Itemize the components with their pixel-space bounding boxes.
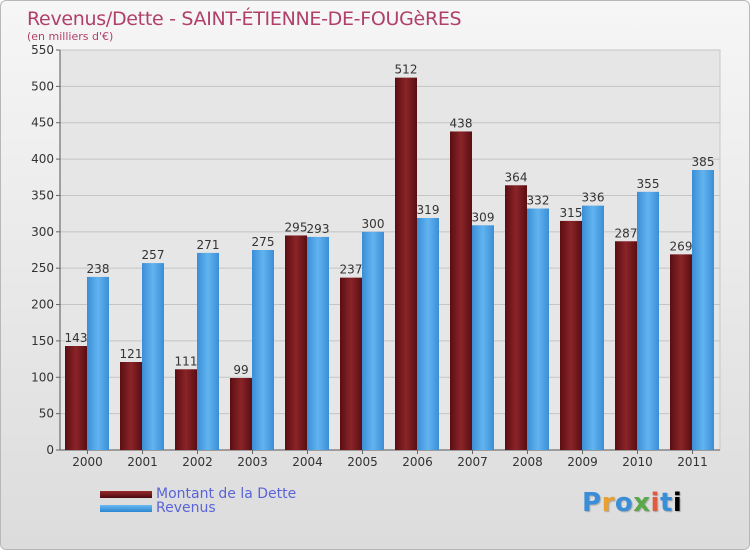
data-label-revenue: 275 (252, 235, 275, 249)
bar-revenue (472, 225, 494, 450)
data-label-debt: 438 (450, 116, 473, 130)
bar-debt (560, 220, 582, 450)
data-label-debt: 143 (65, 331, 88, 345)
x-tick-label: 2000 (72, 455, 103, 469)
chart-subtitle: (en milliers d'€) (27, 30, 114, 43)
chart-title: Revenus/Dette - SAINT-ÉTIENNE-DE-FOUGèRE… (27, 8, 462, 30)
bar-revenue (362, 231, 384, 450)
bar-debt (615, 241, 637, 450)
data-label-debt: 315 (560, 206, 583, 220)
data-label-debt: 111 (175, 354, 198, 368)
y-tick-label: 350 (31, 188, 54, 202)
bar-revenue (692, 170, 714, 450)
bar-debt (670, 254, 692, 450)
bar-debt (505, 185, 527, 451)
bar-debt (120, 362, 142, 450)
data-label-revenue: 238 (87, 262, 110, 276)
legend-label-debt: Montant de la Dette (156, 486, 297, 502)
legend-swatch-debt (100, 490, 152, 498)
legend-item-debt: Montant de la Dette (100, 486, 296, 502)
data-label-debt: 287 (615, 226, 638, 240)
x-tick-label: 2001 (127, 455, 158, 469)
data-label-revenue: 385 (692, 155, 715, 169)
data-label-debt: 121 (120, 347, 143, 361)
x-tick-label: 2007 (457, 455, 488, 469)
x-tick-label: 2009 (567, 455, 598, 469)
legend-swatch-revenue (100, 504, 152, 512)
data-label-revenue: 300 (362, 217, 385, 231)
bar-debt (65, 346, 87, 450)
data-label-revenue: 309 (472, 210, 495, 224)
data-label-revenue: 336 (582, 191, 605, 205)
bar-debt (175, 369, 197, 450)
legend-label-revenue: Revenus (156, 500, 216, 516)
data-label-debt: 99 (233, 363, 248, 377)
bar-revenue (142, 263, 164, 450)
data-label-revenue: 271 (197, 238, 220, 252)
y-tick-label: 400 (31, 152, 54, 166)
bar-revenue (197, 252, 219, 450)
data-label-debt: 364 (505, 170, 528, 184)
y-tick-label: 500 (31, 79, 54, 93)
data-label-revenue: 257 (142, 248, 165, 262)
x-tick-label: 2003 (237, 455, 268, 469)
bar-revenue (582, 205, 604, 450)
y-tick-label: 150 (31, 334, 54, 348)
y-tick-label: 50 (39, 407, 54, 421)
x-tick-label: 2004 (292, 455, 323, 469)
bar-revenue (527, 208, 549, 450)
plot-area (59, 49, 721, 451)
bar-debt (285, 235, 307, 450)
data-label-debt: 237 (340, 263, 363, 277)
bar-revenue (637, 191, 659, 450)
bar-debt (230, 378, 252, 450)
y-tick-label: 450 (31, 116, 54, 130)
bar-revenue (417, 218, 439, 450)
y-tick-label: 0 (46, 443, 54, 457)
bar-debt (450, 131, 472, 451)
y-tick-label: 200 (31, 298, 54, 312)
bar-revenue (252, 250, 274, 450)
x-tick-label: 2010 (622, 455, 653, 469)
y-tick-label: 250 (31, 261, 54, 275)
bar-debt (340, 277, 362, 450)
y-tick-label: 300 (31, 225, 54, 239)
data-label-revenue: 355 (637, 177, 660, 191)
bar-debt (395, 77, 417, 451)
x-tick-label: 2008 (512, 455, 543, 469)
y-tick-label: 550 (31, 43, 54, 57)
x-tick-label: 2005 (347, 455, 378, 469)
data-label-revenue: 293 (307, 222, 330, 236)
x-tick-label: 2002 (182, 455, 213, 469)
data-label-debt: 295 (285, 220, 308, 234)
bar-revenue (87, 276, 109, 450)
data-label-revenue: 332 (527, 194, 550, 208)
data-label-debt: 269 (670, 239, 693, 253)
proxiti-logo: Proxiti (582, 488, 683, 518)
data-label-debt: 512 (395, 63, 418, 77)
bar-revenue (307, 236, 329, 450)
data-label-revenue: 319 (417, 203, 440, 217)
x-tick-label: 2011 (677, 455, 708, 469)
y-tick-label: 100 (31, 370, 54, 384)
legend-item-revenue: Revenus (100, 500, 216, 516)
x-tick-label: 2006 (402, 455, 433, 469)
